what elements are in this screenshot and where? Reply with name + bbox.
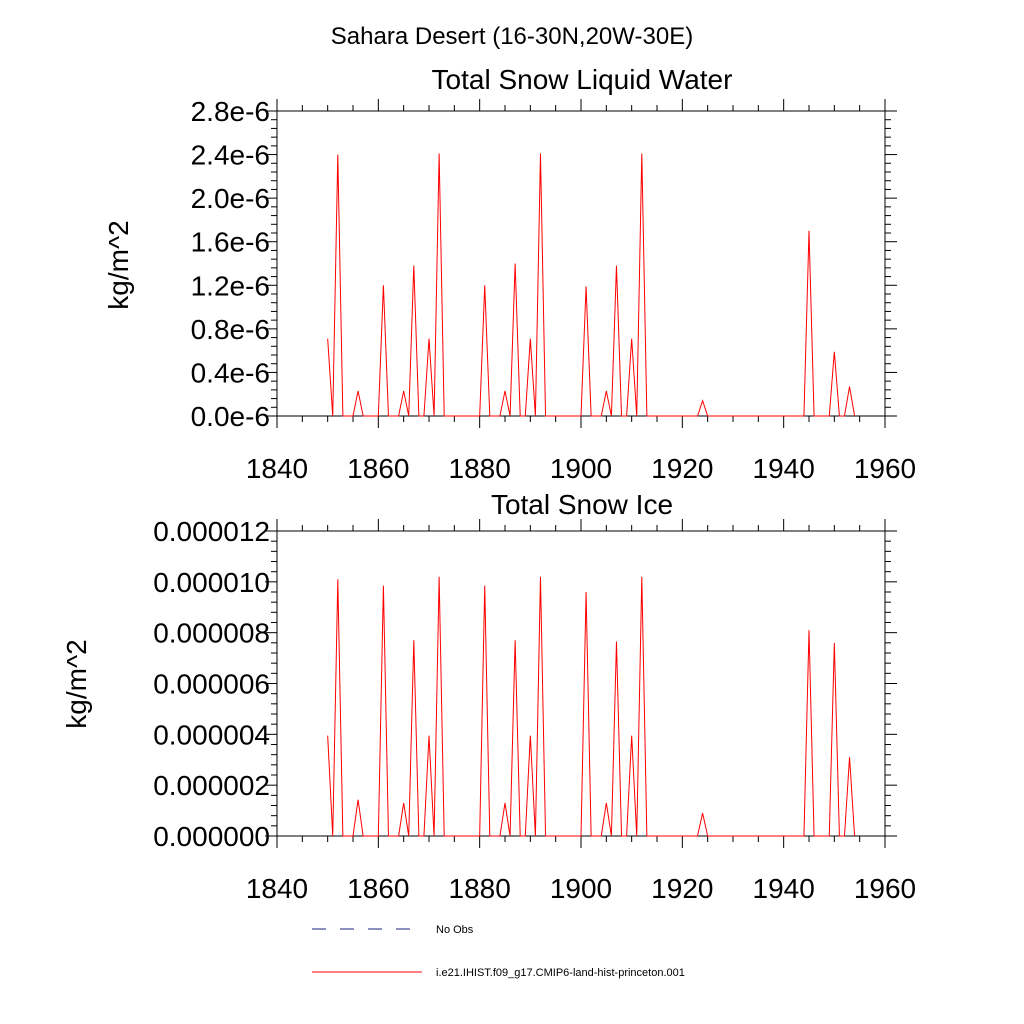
y-axis-label: kg/m^2 <box>103 220 134 309</box>
y-tick-label: 2.4e-6 <box>191 140 270 171</box>
tick-layer <box>265 519 897 848</box>
x-tick-label: 1880 <box>449 873 511 904</box>
y-tick-label: 0.8e-6 <box>191 314 270 345</box>
y-tick-label: 2.0e-6 <box>191 183 270 214</box>
y-tick-label: 0.000010 <box>153 567 270 598</box>
y-tick-label: 1.2e-6 <box>191 270 270 301</box>
x-tick-label: 1920 <box>651 453 713 484</box>
y-tick-label: 0.000006 <box>153 669 270 700</box>
figure-suptitle: Sahara Desert (16-30N,20W-30E) <box>331 23 693 50</box>
y-tick-label: 0.000000 <box>153 821 270 852</box>
x-tick-label: 1860 <box>347 453 409 484</box>
y-tick-label: 0.000004 <box>153 719 270 750</box>
x-tick-label: 1940 <box>753 873 815 904</box>
x-tick-label: 1940 <box>753 453 815 484</box>
series-layer <box>327 576 856 837</box>
panel-total-snow-liquid-water: Total Snow Liquid Water kg/m^2 1840 1860 1… <box>103 64 916 484</box>
series-layer <box>327 153 856 417</box>
panel-title: Total Snow Ice <box>491 489 673 520</box>
plot-frame <box>276 530 886 837</box>
x-tick-labels: 1840 1860 1880 1900 1920 1940 1960 <box>246 453 916 484</box>
series-line <box>327 576 856 837</box>
x-tick-label: 1960 <box>854 453 916 484</box>
plot-frame <box>276 110 886 417</box>
panel-total-snow-ice: Total Snow Ice kg/m^2 1840 1860 1880 1900 19… <box>61 489 916 904</box>
series-line <box>327 153 856 417</box>
panel-title: Total Snow Liquid Water <box>432 64 733 95</box>
y-tick-label: 0.000002 <box>153 770 270 801</box>
x-tick-label: 1900 <box>550 453 612 484</box>
y-tick-label: 2.8e-6 <box>191 96 270 127</box>
y-tick-labels: 0.0e-6 0.4e-6 0.8e-6 1.2e-6 1.6e-6 2.0e-6 2.4e… <box>191 96 270 432</box>
x-tick-label: 1960 <box>854 873 916 904</box>
legend-model-label: i.e21.IHIST.f09_g17.CMIP6-land-hist-prin… <box>436 967 685 979</box>
x-tick-label: 1880 <box>449 453 511 484</box>
x-tick-label: 1860 <box>347 873 409 904</box>
x-tick-label: 1840 <box>246 453 308 484</box>
y-tick-label: 1.6e-6 <box>191 227 270 258</box>
y-tick-label: 0.000012 <box>153 516 270 547</box>
y-tick-labels: 0.000000 0.000002 0.000004 0.000006 0.000008… <box>153 516 270 852</box>
legend: No Obs i.e21.IHIST.f09_g17.CMIP6-land-hi… <box>312 924 685 979</box>
tick-layer <box>265 99 897 428</box>
x-tick-labels: 1840 1860 1880 1900 1920 1940 1960 <box>246 873 916 904</box>
y-tick-label: 0.000008 <box>153 618 270 649</box>
y-tick-label: 0.0e-6 <box>191 401 270 432</box>
x-tick-label: 1920 <box>651 873 713 904</box>
legend-obs-label: No Obs <box>436 924 474 936</box>
y-tick-label: 0.4e-6 <box>191 357 270 388</box>
y-axis-label: kg/m^2 <box>61 639 92 728</box>
x-tick-label: 1900 <box>550 873 612 904</box>
x-tick-label: 1840 <box>246 873 308 904</box>
